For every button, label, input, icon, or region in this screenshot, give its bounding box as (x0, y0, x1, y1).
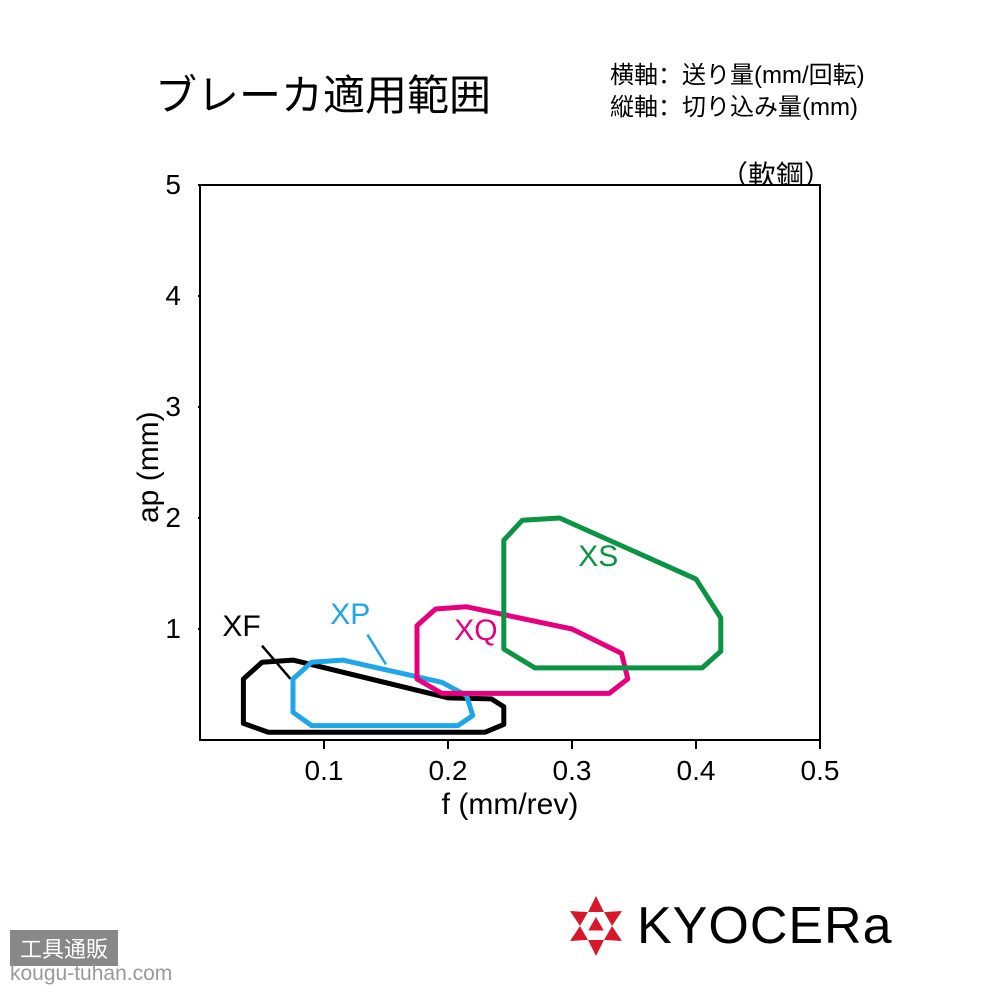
kyocera-logo: KYOCERa (565, 895, 893, 957)
series-label-xf: XF (222, 610, 260, 644)
x-tick-label: 0.3 (553, 755, 592, 787)
x-tick-label: 0.5 (801, 755, 840, 787)
chart-title: ブレーカ適用範囲 (155, 62, 491, 123)
y-tick-label: 5 (165, 169, 181, 201)
y-tick-label: 1 (165, 613, 181, 645)
x-tick-label: 0.4 (677, 755, 716, 787)
x-tick-label: 0.1 (305, 755, 344, 787)
legend-line-1: 横軸：送り量(mm/回転) (610, 60, 865, 92)
axis-legend-note: 横軸：送り量(mm/回転) 縦軸：切り込み量(mm) (610, 60, 865, 125)
x-tick-label: 0.2 (429, 755, 468, 787)
y-tick-label: 4 (165, 280, 181, 312)
series-label-xq: XQ (454, 614, 497, 648)
kyocera-icon (565, 895, 627, 957)
shop-url: kougu-tuhan.com (10, 962, 172, 986)
y-tick-label: 2 (165, 502, 181, 534)
series-label-xs: XS (578, 540, 618, 574)
x-axis-label: f (mm/rev) (442, 788, 579, 822)
series-label-xp: XP (330, 598, 370, 632)
y-axis-label: ap (mm) (132, 411, 166, 523)
kyocera-wordmark: KYOCERa (637, 896, 893, 956)
shop-badge: 工具通販 (10, 930, 118, 966)
chart-svg (198, 183, 822, 753)
legend-line-2: 縦軸：切り込み量(mm) (610, 92, 865, 124)
y-tick-label: 3 (165, 391, 181, 423)
chart-area (198, 183, 822, 758)
